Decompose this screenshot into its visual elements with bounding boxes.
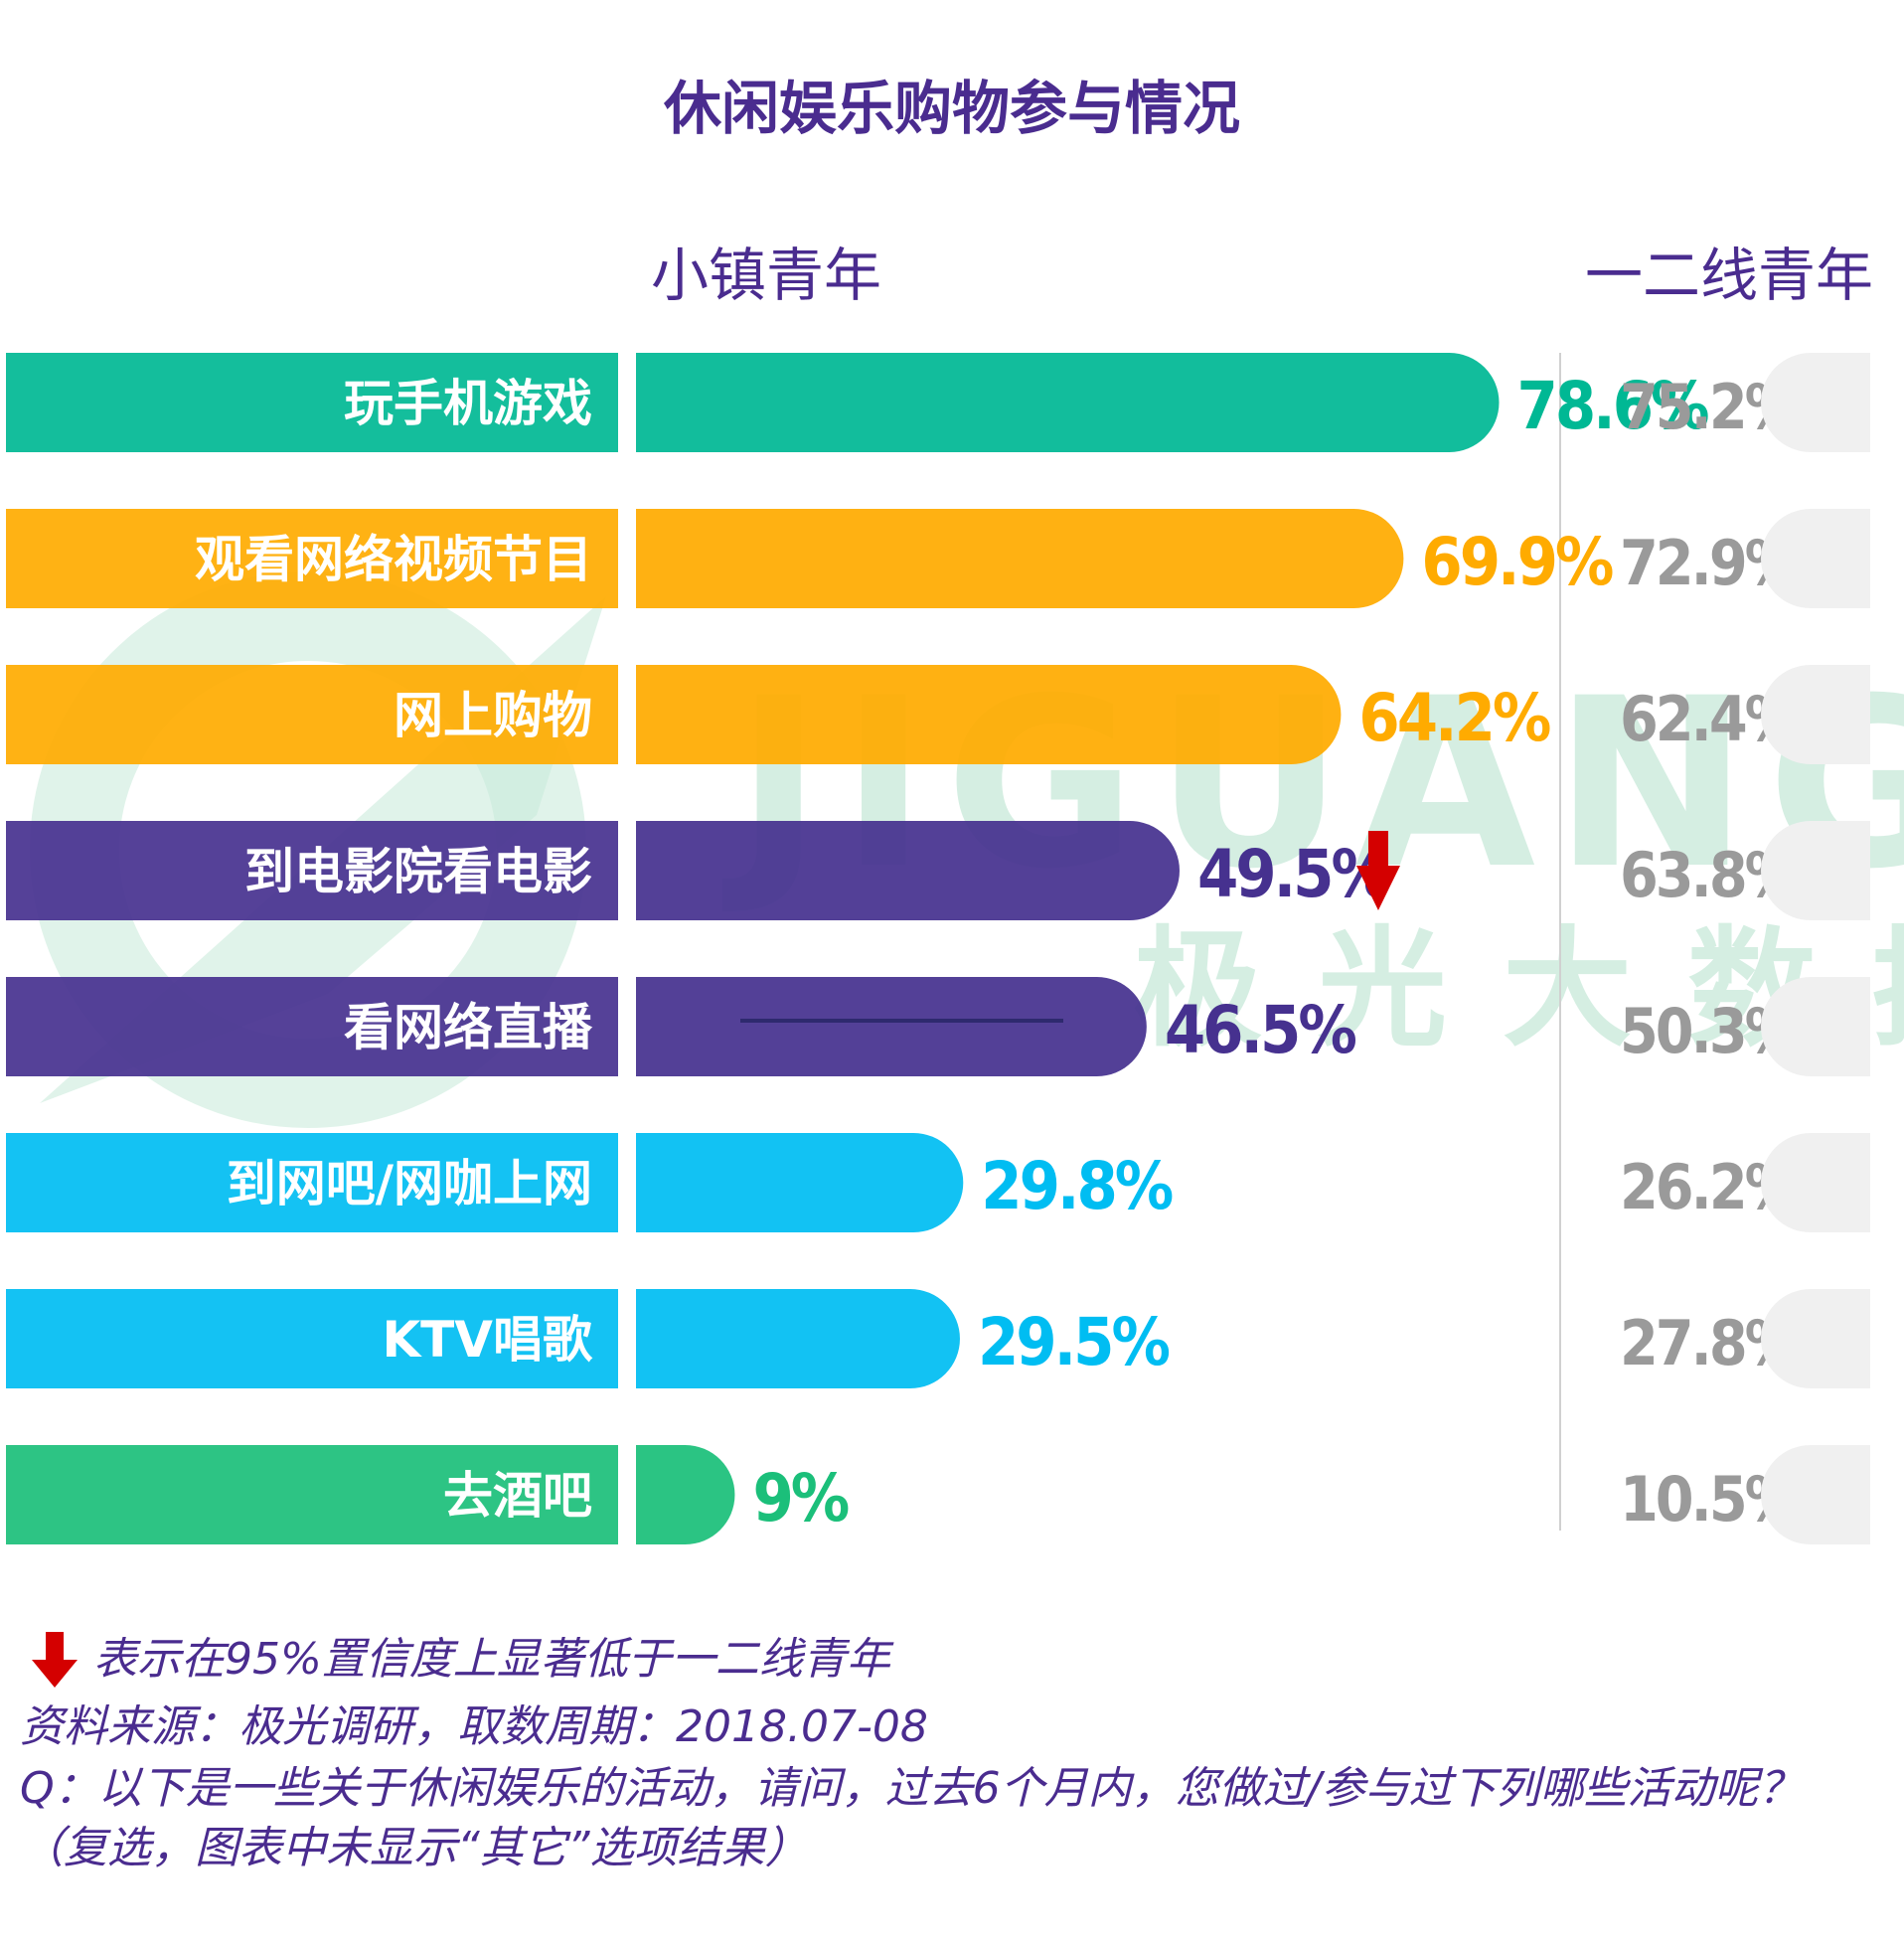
bar-tier1-2 [1761,1445,1870,1544]
bar-tier1-2 [1761,509,1870,608]
bar-town [636,1133,964,1232]
value-label-town: 46.5% [1165,992,1356,1068]
category-label: 网上购物 [394,687,592,744]
category-label-box [6,353,618,452]
down-arrow-icon [32,1632,78,1688]
value-label-town: 9% [752,1460,848,1536]
value-label-town: 29.5% [978,1304,1170,1380]
bar-tier1-2 [1761,821,1870,920]
category-label: KTV唱歌 [382,1311,593,1369]
bar-town [636,821,1180,920]
bar-chart: JIGUANG 极光大数据 玩手机游戏78.6%75.2%观看网络视频节目69.… [6,353,1904,1544]
value-label-town: 69.9% [1421,524,1613,600]
legend-text: 表示在95%置信度上显著低于一二线青年 [93,1634,890,1685]
legend: 表示在95%置信度上显著低于一二线青年 [30,1630,1888,1690]
bar-tier1-2 [1761,1289,1870,1388]
category-label-box [6,509,618,608]
category-label-box [6,821,618,920]
bar-town [636,977,1147,1076]
category-label: 到电影院看电影 [244,843,592,900]
value-label-town: 78.6% [1517,368,1709,444]
category-label: 到网吧/网咖上网 [227,1155,592,1212]
category-label: 观看网络视频节目 [195,531,592,588]
bar-tier1-2 [1761,1133,1870,1232]
category-label-box [6,1289,618,1388]
chart-title: 休闲娱乐购物参与情况 [663,75,1240,142]
value-label-town: 64.2% [1358,680,1550,756]
series-header-tier1-2: 一二线青年 [1585,242,1874,309]
category-label: 玩手机游戏 [344,375,592,432]
bar-town [636,665,1342,764]
bar-tier1-2 [1761,977,1870,1076]
survey-question: Q：以下是一些关于休闲娱乐的活动，请问，过去6个月内，您做过/参与过下列哪些活动… [20,1763,1803,1873]
value-label-town: 49.5% [1197,836,1389,912]
bar-town [636,353,1500,452]
category-label-box [6,665,618,764]
bar-tier1-2 [1761,353,1870,452]
bar-town [636,509,1404,608]
bar-town [636,1289,960,1388]
category-label: 看网络直播 [344,999,593,1056]
source-note: 资料来源：极光调研，取数周期：2018.07-08 [20,1701,928,1752]
down-arrow-icon [1355,831,1400,910]
value-label-town: 29.8% [981,1148,1173,1224]
category-label: 去酒吧 [443,1467,592,1525]
bar-tier1-2 [1761,665,1870,764]
bar-town [636,1445,735,1544]
series-header-town: 小镇青年 [651,242,882,309]
category-label-box [6,977,618,1076]
category-label-box [6,1133,618,1232]
category-label-box [6,1445,618,1544]
